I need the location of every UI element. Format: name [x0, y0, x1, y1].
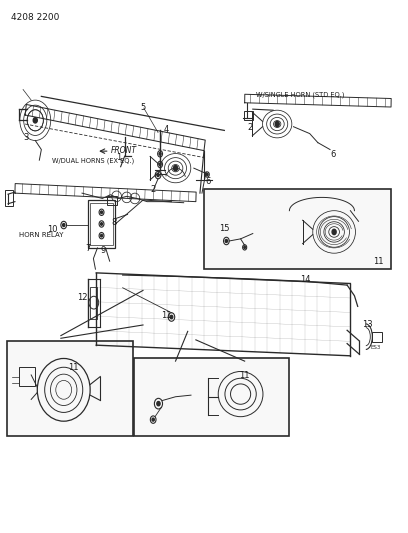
Circle shape	[173, 165, 177, 171]
Text: 7: 7	[85, 244, 91, 253]
Circle shape	[157, 401, 160, 406]
Text: 15: 15	[219, 224, 230, 233]
Circle shape	[244, 246, 246, 248]
Text: W/DUAL HORNS (EX EQ.): W/DUAL HORNS (EX EQ.)	[51, 158, 134, 164]
Circle shape	[159, 152, 161, 155]
Circle shape	[152, 418, 154, 421]
Circle shape	[157, 174, 159, 176]
Circle shape	[275, 122, 279, 127]
Circle shape	[100, 235, 102, 237]
Text: 11: 11	[239, 371, 249, 380]
Bar	[90, 287, 98, 319]
Text: 3: 3	[23, 133, 29, 142]
Text: 4: 4	[164, 125, 169, 134]
Text: 11: 11	[68, 363, 78, 372]
Bar	[372, 333, 382, 342]
Text: 1: 1	[116, 153, 121, 162]
Text: 2: 2	[248, 123, 253, 132]
Text: 13: 13	[363, 320, 373, 329]
Bar	[7, 341, 133, 435]
Text: HORN RELAY: HORN RELAY	[19, 232, 64, 238]
Text: 5: 5	[140, 102, 146, 111]
Circle shape	[33, 118, 37, 123]
Bar	[88, 200, 115, 248]
Text: 14: 14	[300, 275, 311, 284]
Bar	[107, 196, 118, 205]
Bar	[134, 359, 288, 435]
Bar	[5, 190, 13, 206]
Text: 6: 6	[205, 177, 211, 186]
Circle shape	[206, 173, 208, 175]
Circle shape	[100, 211, 102, 214]
Text: 8: 8	[111, 219, 116, 228]
Circle shape	[62, 223, 65, 227]
Circle shape	[100, 223, 102, 225]
Circle shape	[332, 229, 336, 235]
Text: 9: 9	[100, 246, 106, 255]
Text: FRONT: FRONT	[111, 146, 137, 155]
Text: 11: 11	[374, 257, 384, 265]
Circle shape	[225, 239, 228, 243]
Text: 12: 12	[77, 293, 87, 302]
Bar	[19, 367, 35, 385]
Text: 2: 2	[151, 185, 156, 194]
Text: 6: 6	[330, 150, 336, 159]
Bar	[204, 189, 391, 269]
Text: 10: 10	[47, 225, 58, 234]
Circle shape	[159, 163, 161, 166]
Bar	[90, 203, 113, 245]
Bar	[244, 111, 253, 120]
Text: 4208 2200: 4208 2200	[11, 13, 59, 22]
Text: W/SINGLE HORN (STD EQ.): W/SINGLE HORN (STD EQ.)	[256, 91, 344, 98]
Text: 11: 11	[161, 311, 172, 320]
Text: ES3: ES3	[370, 345, 381, 350]
Circle shape	[170, 316, 173, 319]
